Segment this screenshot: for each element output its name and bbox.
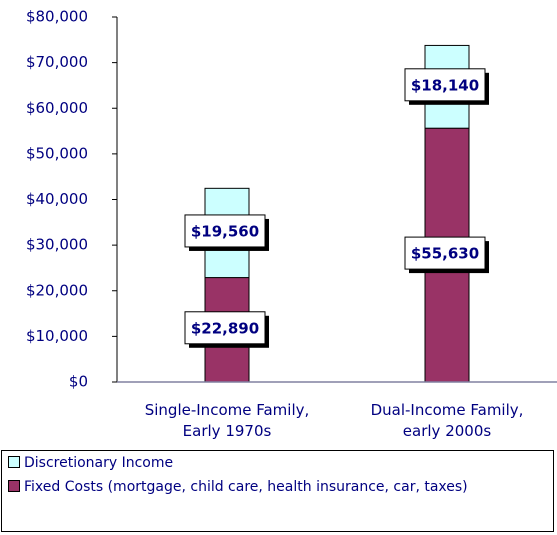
data-label: $22,890 <box>191 319 259 337</box>
y-tick-label: $70,000 <box>26 53 88 71</box>
data-label: $55,630 <box>411 245 479 263</box>
y-tick-label: $0 <box>69 373 88 391</box>
legend-swatch <box>8 480 20 492</box>
legend-item: Fixed Costs (mortgage, child care, healt… <box>8 479 468 495</box>
legend-item: Discretionary Income <box>8 455 173 471</box>
x-tick-label: Dual-Income Family, early 2000s <box>370 401 524 440</box>
y-tick-label: $10,000 <box>26 327 88 345</box>
label-box <box>184 311 266 345</box>
chart: $0 $10,000 $20,000 $30,000 $40,000 $50,000 $60… <box>26 8 557 391</box>
legend-swatch <box>8 456 20 468</box>
y-tick-label: $20,000 <box>26 281 88 299</box>
legend-label: Discretionary Income <box>24 455 174 471</box>
y-tick-label: $40,000 <box>26 190 88 208</box>
y-tick-label: $80,000 <box>26 8 88 26</box>
legend-label: Fixed Costs (mortgage, child care, healt… <box>24 479 468 495</box>
x-tick-label: Single-Income Family, Early 1970s <box>144 401 310 440</box>
legend: Discretionary Income Fixed Costs (mortgag… <box>1 450 554 532</box>
y-tick-label: $30,000 <box>26 236 88 254</box>
label-box <box>184 214 266 248</box>
data-label: $18,140 <box>411 76 479 94</box>
y-tick-label: $60,000 <box>26 99 88 117</box>
data-label: $19,560 <box>191 222 259 240</box>
label-box <box>404 68 486 102</box>
y-tick-label: $50,000 <box>26 144 88 162</box>
label-box <box>404 236 486 270</box>
